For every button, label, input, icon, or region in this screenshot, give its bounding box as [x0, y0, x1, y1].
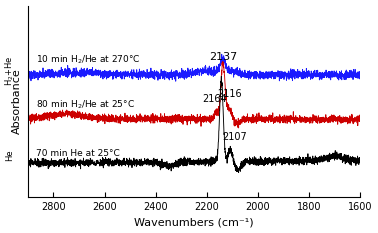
Text: He: He — [5, 149, 14, 161]
Y-axis label: Absorbance: Absorbance — [12, 69, 22, 134]
Text: 2164: 2164 — [203, 94, 227, 104]
Text: 80 min H$_2$/He at 25°C: 80 min H$_2$/He at 25°C — [36, 98, 135, 111]
Text: 2107: 2107 — [222, 132, 247, 142]
X-axis label: Wavenumbers (cm⁻¹): Wavenumbers (cm⁻¹) — [134, 217, 254, 227]
Text: 10 min H$_2$/He at 270°C: 10 min H$_2$/He at 270°C — [36, 53, 140, 66]
Text: 70 min He at 25°C: 70 min He at 25°C — [36, 149, 119, 158]
Text: 2116: 2116 — [217, 89, 242, 99]
Text: H$_2$+He: H$_2$+He — [3, 55, 16, 86]
Text: 2137: 2137 — [209, 52, 237, 62]
